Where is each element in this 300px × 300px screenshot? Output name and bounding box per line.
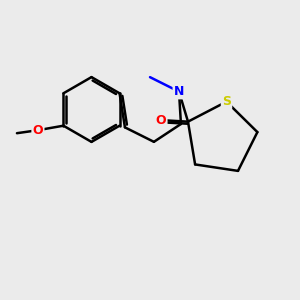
Text: S: S bbox=[222, 95, 231, 108]
Text: O: O bbox=[33, 124, 43, 137]
Text: O: O bbox=[156, 114, 166, 127]
Text: N: N bbox=[174, 85, 184, 98]
